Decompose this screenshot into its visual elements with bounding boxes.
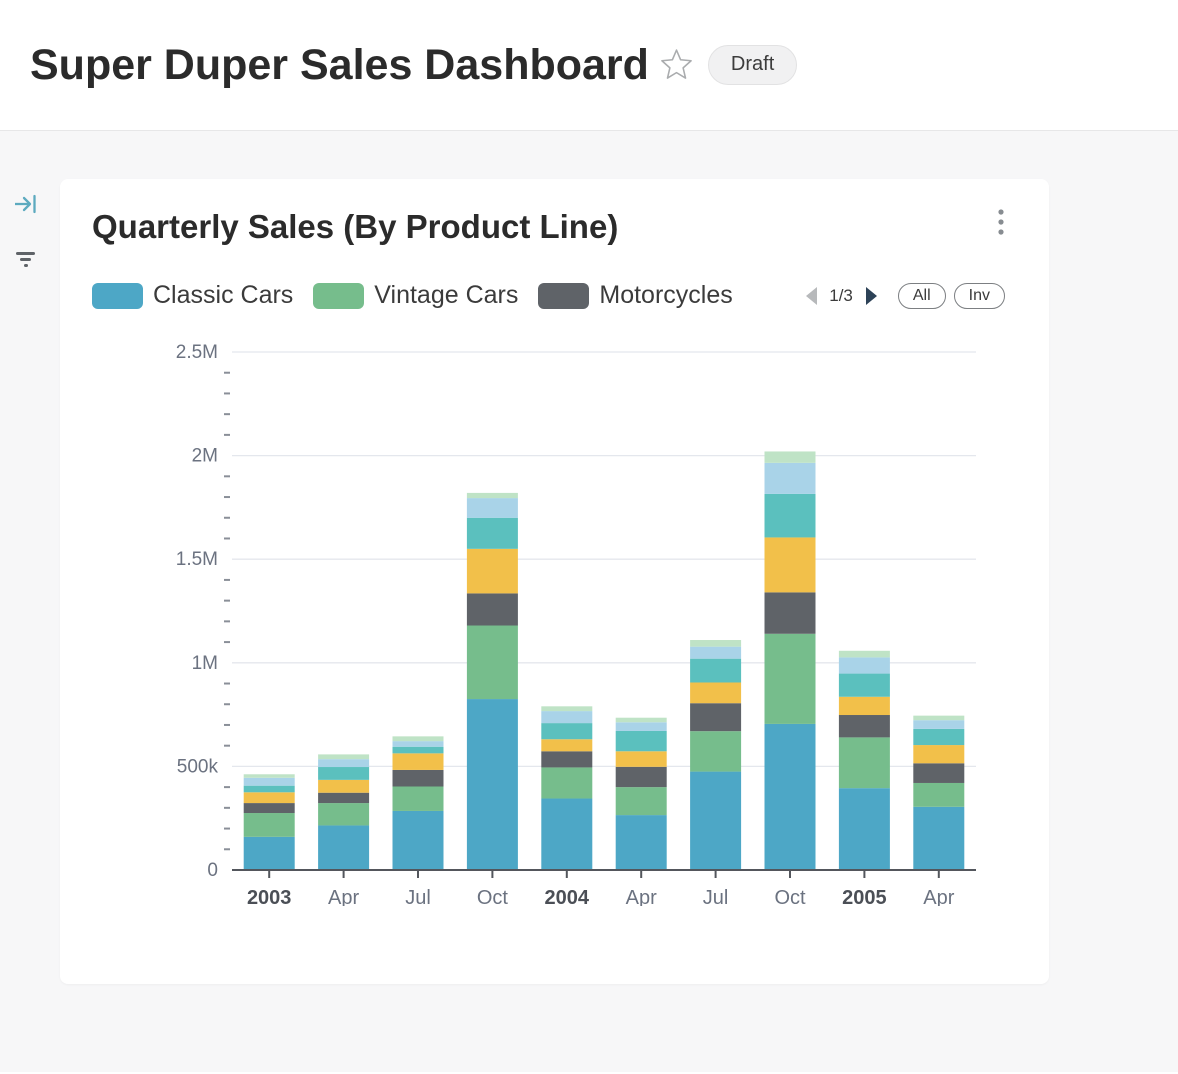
svg-text:1.5M: 1.5M xyxy=(176,549,218,570)
svg-text:1M: 1M xyxy=(192,653,218,674)
svg-text:Apr: Apr xyxy=(328,887,359,906)
svg-text:2004: 2004 xyxy=(545,887,590,906)
svg-text:2003: 2003 xyxy=(247,887,292,906)
svg-text:Oct: Oct xyxy=(477,887,509,906)
svg-text:500k: 500k xyxy=(177,756,219,777)
svg-text:2005: 2005 xyxy=(842,887,887,906)
svg-text:Apr: Apr xyxy=(923,887,954,906)
svg-text:Jul: Jul xyxy=(703,887,729,906)
svg-text:Apr: Apr xyxy=(626,887,657,906)
svg-text:Oct: Oct xyxy=(774,887,806,906)
svg-text:Jul: Jul xyxy=(405,887,431,906)
svg-text:2.5M: 2.5M xyxy=(176,342,218,363)
svg-text:2M: 2M xyxy=(192,446,218,467)
svg-text:0: 0 xyxy=(207,860,218,881)
